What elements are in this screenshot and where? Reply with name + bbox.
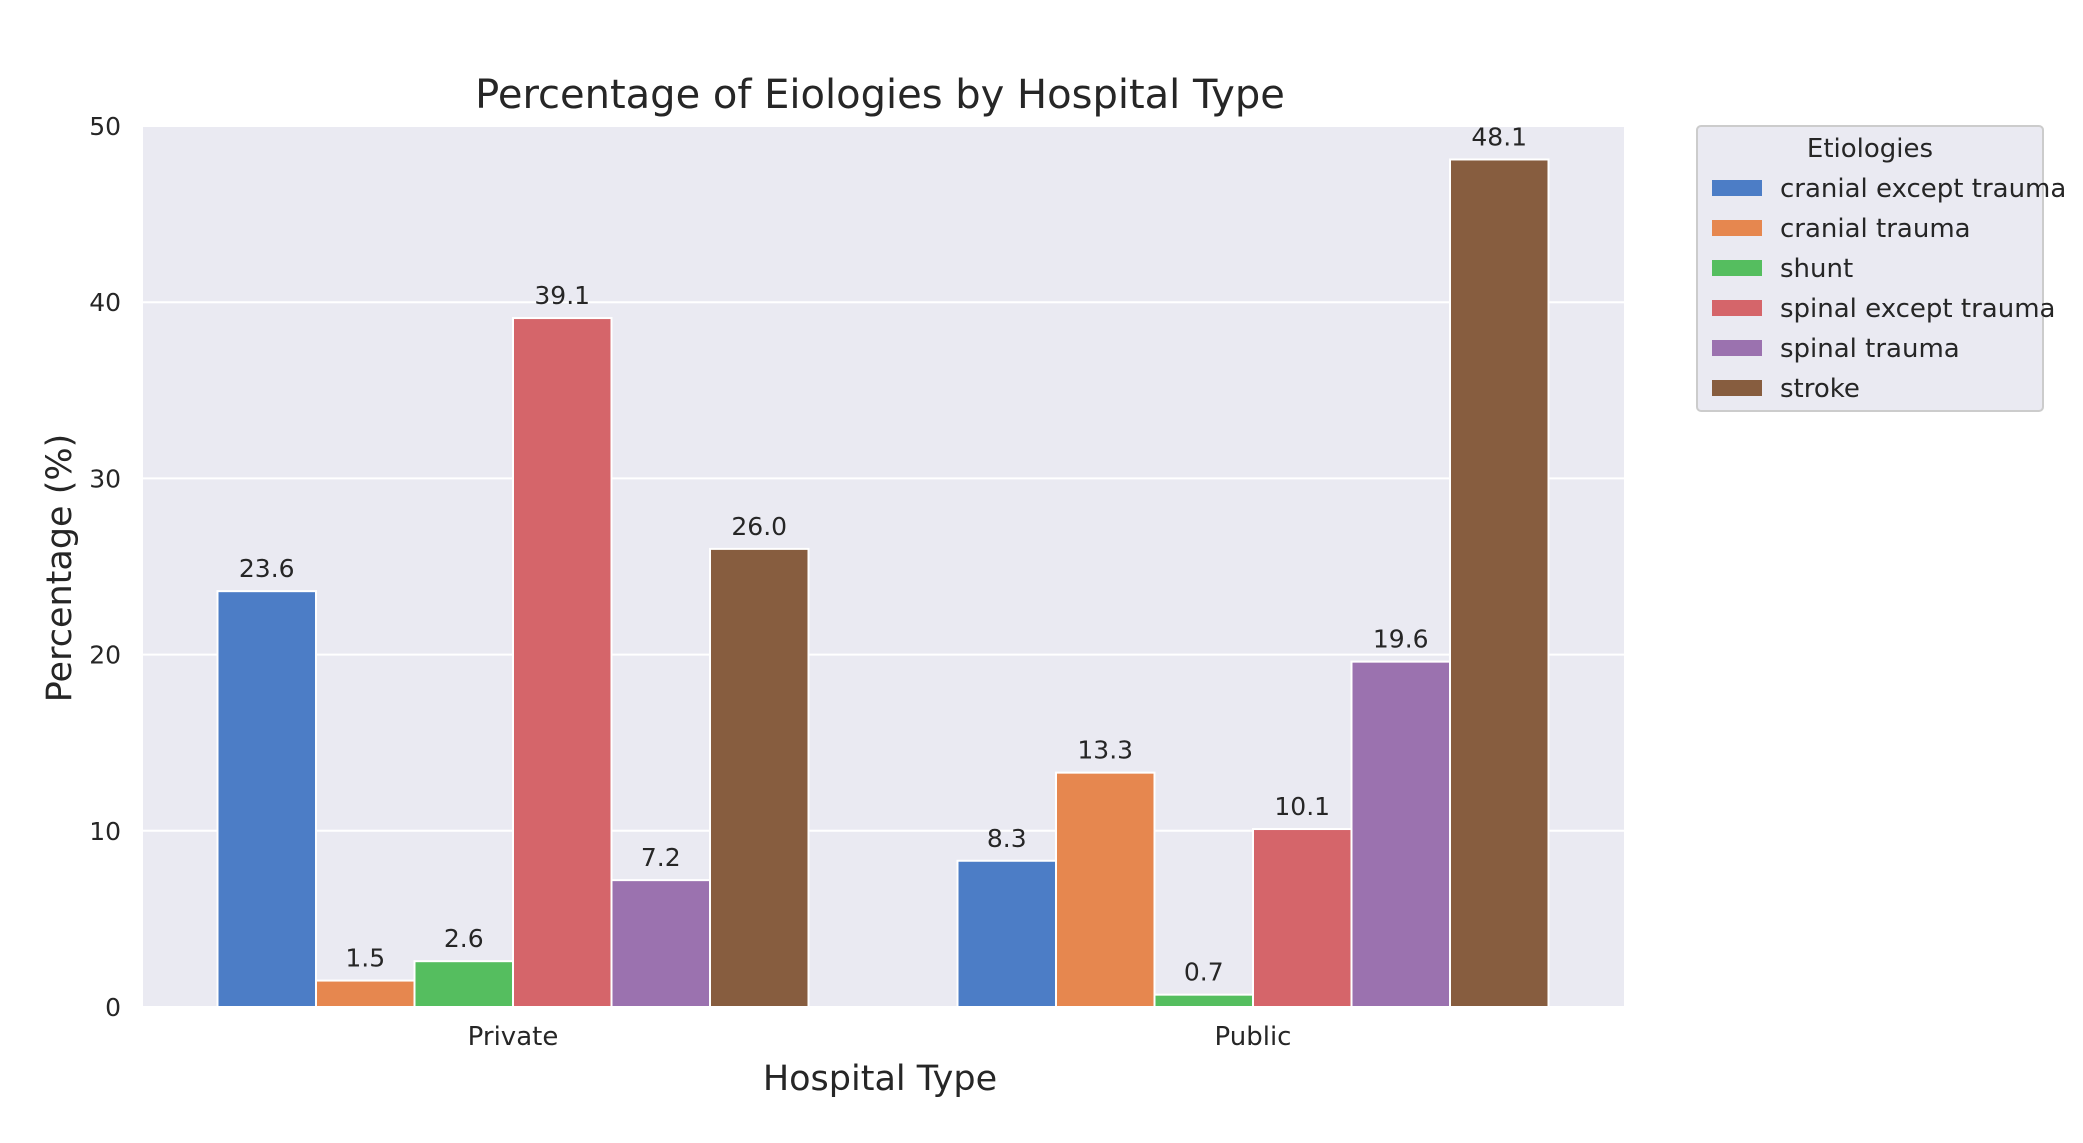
x-tick-label: Public [1215, 1022, 1292, 1052]
legend-label: stroke [1780, 374, 1860, 404]
data-label: 2.6 [444, 924, 484, 953]
bar-public-spinal-except-trauma [1252, 828, 1353, 1009]
data-label: 19.6 [1373, 625, 1429, 654]
legend-label: spinal except trauma [1780, 294, 2055, 324]
legend-title: Etiologies [1807, 134, 1933, 164]
legend: Etiologies cranial except traumacranial … [1696, 125, 2066, 412]
bar-public-spinal-trauma [1350, 660, 1451, 1008]
bars [216, 158, 1550, 1009]
legend-swatch-cranial-except-trauma [1712, 180, 1762, 196]
data-label: 39.1 [534, 281, 590, 310]
y-tick-label: 20 [89, 641, 121, 670]
data-label: 23.6 [239, 554, 295, 583]
data-label: 1.5 [345, 944, 385, 973]
x-tick-label: Private [468, 1022, 559, 1052]
legend-label: cranial trauma [1780, 214, 1971, 244]
legend-label: spinal trauma [1780, 334, 1960, 364]
bar-private-cranial-trauma [315, 979, 416, 1009]
data-label: 7.2 [641, 843, 681, 872]
data-label: 48.1 [1471, 122, 1527, 151]
x-axis-title: Hospital Type [763, 1059, 997, 1099]
x-axis-ticks: Private Public [468, 1022, 1292, 1052]
data-label: 0.7 [1184, 958, 1224, 987]
y-axis-title: Percentage (%) [40, 434, 80, 703]
y-tick-label: 50 [89, 112, 121, 141]
bar-public-shunt [1153, 993, 1254, 1009]
legend-label: cranial except trauma [1780, 174, 2066, 204]
legend-swatch-stroke [1712, 380, 1762, 396]
legend-swatch-cranial-trauma [1712, 220, 1762, 236]
bar-private-spinal-except-trauma [512, 317, 613, 1009]
y-axis-ticks: 0 10 20 30 40 50 [89, 112, 121, 1022]
data-labels: 23.6 8.3 1.5 13.3 2.6 0.7 39.1 10.1 7.2 19.6 26.0 4… [239, 122, 1527, 986]
bar-private-shunt [413, 960, 514, 1008]
y-tick-label: 10 [89, 817, 121, 846]
legend-items: cranial except trauma cranial trauma shunt… [1712, 174, 2066, 404]
bar-private-spinal-trauma [610, 879, 711, 1008]
y-tick-label: 40 [89, 288, 121, 317]
data-label: 26.0 [731, 512, 787, 541]
bar-private-cranial-except-trauma [216, 590, 317, 1009]
bar-public-stroke [1449, 158, 1550, 1008]
y-tick-label: 30 [89, 464, 121, 493]
data-label: 13.3 [1077, 736, 1133, 765]
bar-private-stroke [709, 547, 810, 1008]
bar-public-cranial-except-trauma [956, 859, 1057, 1009]
y-tick-label: 0 [105, 993, 121, 1022]
data-label: 10.1 [1274, 792, 1330, 821]
legend-swatch-spinal-except-trauma [1712, 300, 1762, 316]
legend-label: shunt [1780, 254, 1853, 284]
bar-public-cranial-trauma [1055, 771, 1156, 1008]
legend-box [1696, 125, 2044, 412]
data-label: 8.3 [987, 824, 1027, 853]
legend-swatch-shunt [1712, 260, 1762, 276]
legend-swatch-spinal-trauma [1712, 340, 1762, 356]
chart-title: Percentage of Eiologies by Hospital Type [475, 72, 1285, 118]
